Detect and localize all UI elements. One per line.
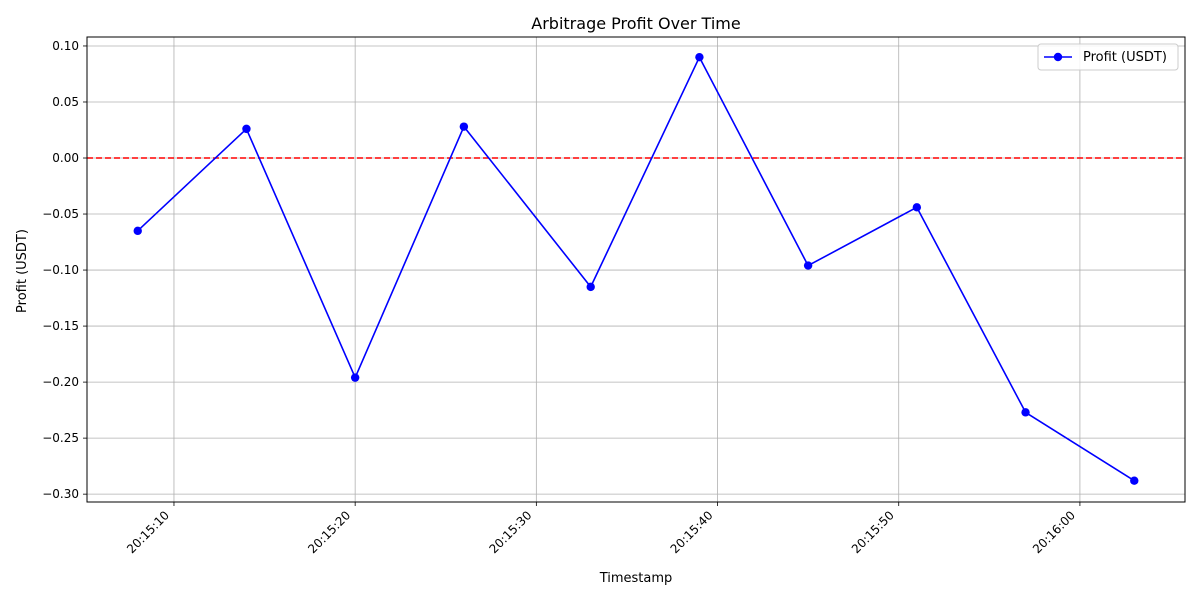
y-axis-label: Profit (USDT) bbox=[15, 229, 30, 313]
y-tick-label: −0.15 bbox=[42, 319, 79, 333]
plot-area-frame bbox=[86, 36, 1186, 503]
data-point-marker bbox=[586, 282, 595, 292]
x-tick-label: 20:15:40 bbox=[668, 508, 716, 556]
data-point-marker bbox=[1021, 408, 1030, 417]
grid-lines bbox=[87, 37, 1185, 502]
x-tick-label: 20:15:30 bbox=[486, 508, 534, 556]
y-tick-label: −0.25 bbox=[42, 431, 79, 445]
data-point-marker bbox=[133, 226, 142, 236]
y-tick-label: −0.30 bbox=[42, 487, 79, 501]
data-point-marker bbox=[912, 203, 922, 212]
series-layer bbox=[133, 52, 1139, 485]
y-tick-label: −0.10 bbox=[42, 263, 79, 277]
x-tick-label: 20:15:20 bbox=[305, 508, 353, 556]
x-tick-label: 20:15:50 bbox=[849, 508, 897, 556]
data-point-marker bbox=[459, 122, 469, 131]
x-axis-label: Timestamp bbox=[599, 571, 673, 586]
y-axis-ticks: 0.10 0.05 0.00 −0.05 −0.10 −0.15 −0.20 −0.25 −0.… bbox=[42, 39, 87, 501]
y-tick-label: −0.05 bbox=[42, 207, 79, 221]
data-point-marker bbox=[242, 124, 251, 134]
y-tick-label: 0.05 bbox=[52, 95, 79, 109]
data-point-marker bbox=[695, 52, 704, 62]
y-tick-label: 0.00 bbox=[52, 151, 79, 165]
x-tick-label: 20:16:00 bbox=[1030, 508, 1078, 556]
x-axis-ticks: 20:15:10 20:15:20 20:15:30 20:15:40 20:15:50… bbox=[124, 502, 1081, 556]
data-point-marker bbox=[1130, 476, 1139, 485]
y-tick-label: −0.20 bbox=[42, 375, 79, 389]
legend-box bbox=[1037, 43, 1179, 71]
y-tick-label: 0.10 bbox=[52, 39, 79, 53]
data-point-marker bbox=[350, 373, 360, 382]
data-point-marker bbox=[803, 261, 813, 270]
profit-series-line bbox=[137, 56, 1135, 482]
legend: Profit (USDT) bbox=[1037, 43, 1179, 71]
chart-title: Arbitrage Profit Over Time bbox=[531, 14, 740, 33]
legend-label: Profit (USDT) bbox=[1083, 50, 1167, 65]
legend-marker-swatch bbox=[1053, 52, 1063, 62]
x-tick-label: 20:15:10 bbox=[124, 508, 172, 556]
